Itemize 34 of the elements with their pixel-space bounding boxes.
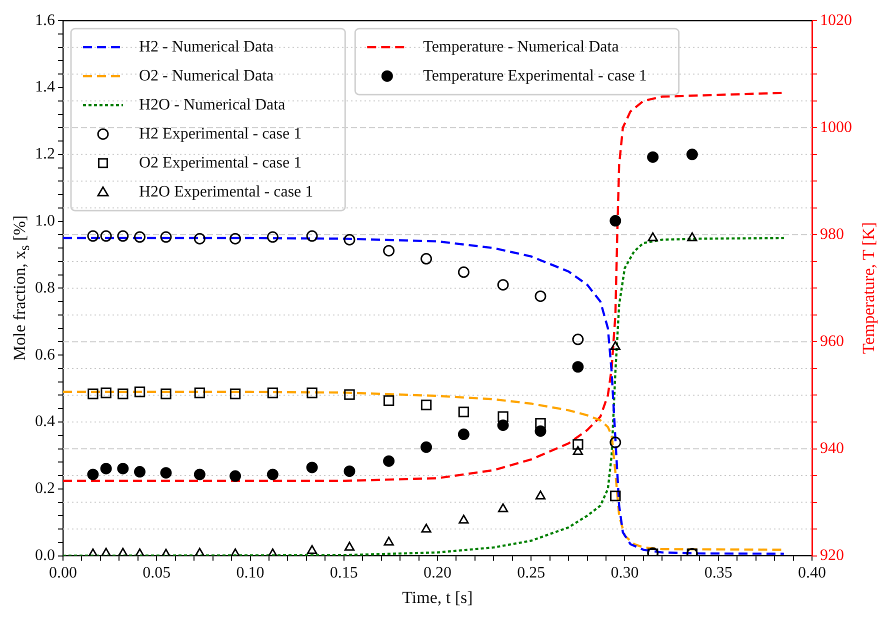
legend-label: H2O Experimental - case 1 xyxy=(139,183,314,200)
y-tick-label: 1.2 xyxy=(35,146,55,163)
x-tick-label: 0.40 xyxy=(798,564,826,582)
y-tick-label: 1.4 xyxy=(35,78,55,96)
legend-label: Temperature - Numerical Data xyxy=(423,38,619,56)
y-tick-label: 0.8 xyxy=(35,279,55,296)
x-tick-label: 0.05 xyxy=(142,564,171,582)
y-tick-label: 0.4 xyxy=(35,413,55,430)
legend-label: H2 Experimental - case 1 xyxy=(139,125,302,142)
x-tick-label: 0.10 xyxy=(236,564,264,582)
legend-label: O2 - Numerical Data xyxy=(139,67,274,84)
y2-tick-label: 1020 xyxy=(820,12,852,29)
y2-tick-label: 980 xyxy=(820,226,844,243)
y2-axis-title: Temperature, T [K] xyxy=(859,222,879,354)
y-tick-label: 1.0 xyxy=(35,212,55,230)
x-tick-label: 0.00 xyxy=(49,564,77,582)
x-axis-title: Time, t [s] xyxy=(402,588,473,608)
legend-label: H2 - Numerical Data xyxy=(139,38,274,56)
y2-tick-label: 940 xyxy=(820,440,844,457)
y-tick-label: 0.2 xyxy=(35,480,55,498)
x-tick-label: 0.15 xyxy=(330,564,358,582)
y2-tick-label: 920 xyxy=(820,547,844,564)
x-tick-label: 0.30 xyxy=(610,564,639,582)
y2-tick-label: 960 xyxy=(820,332,844,350)
legend-label: H2O - Numerical Data xyxy=(139,96,286,114)
x-tick-label: 0.25 xyxy=(517,564,546,582)
y-tick-label: 0.0 xyxy=(35,547,55,564)
legend-label: Temperature Experimental - case 1 xyxy=(423,67,647,84)
x-tick-label: 0.35 xyxy=(704,564,732,582)
legend-label: O2 Experimental - case 1 xyxy=(139,154,302,172)
y-tick-label: 0.6 xyxy=(35,346,55,364)
y2-tick-label: 1000 xyxy=(820,118,852,136)
x-tick-label: 0.20 xyxy=(424,564,452,582)
y-tick-label: 1.6 xyxy=(35,12,55,29)
